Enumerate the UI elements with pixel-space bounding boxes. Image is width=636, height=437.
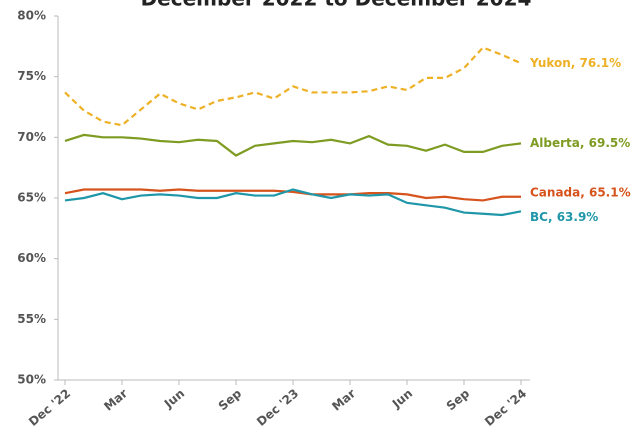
x-tick-label: Sep [216, 386, 245, 413]
x-tick-label: Dec '22 [26, 386, 73, 429]
x-tick-label: Sep [444, 386, 473, 413]
x-tick-label: Dec '23 [254, 386, 301, 429]
series-label: Canada, 65.1% [530, 185, 631, 199]
series-label: Yukon, 76.1% [529, 56, 621, 70]
y-tick-label: 80% [17, 9, 46, 23]
x-tick-label: Jun [389, 386, 415, 411]
y-tick-label: 65% [17, 191, 46, 205]
x-tick-label: Mar [101, 386, 130, 413]
y-tick-label: 50% [17, 373, 46, 387]
y-tick-label: 60% [17, 251, 46, 265]
y-tick-label: 75% [17, 69, 46, 83]
series-line [64, 46, 522, 127]
series-line [64, 188, 522, 217]
chart-title: December 2022 to December 2024 [141, 0, 532, 11]
series-line [64, 133, 522, 157]
series-line [64, 188, 521, 202]
x-tick-label: Mar [329, 386, 358, 413]
y-tick-label: 55% [17, 312, 46, 326]
y-tick-label: 70% [17, 130, 46, 144]
series-label: BC, 63.9% [530, 210, 598, 224]
x-tick-label: Jun [161, 386, 187, 411]
x-tick-label: Dec '24 [482, 386, 529, 429]
series-label: Alberta, 69.5% [530, 136, 630, 150]
